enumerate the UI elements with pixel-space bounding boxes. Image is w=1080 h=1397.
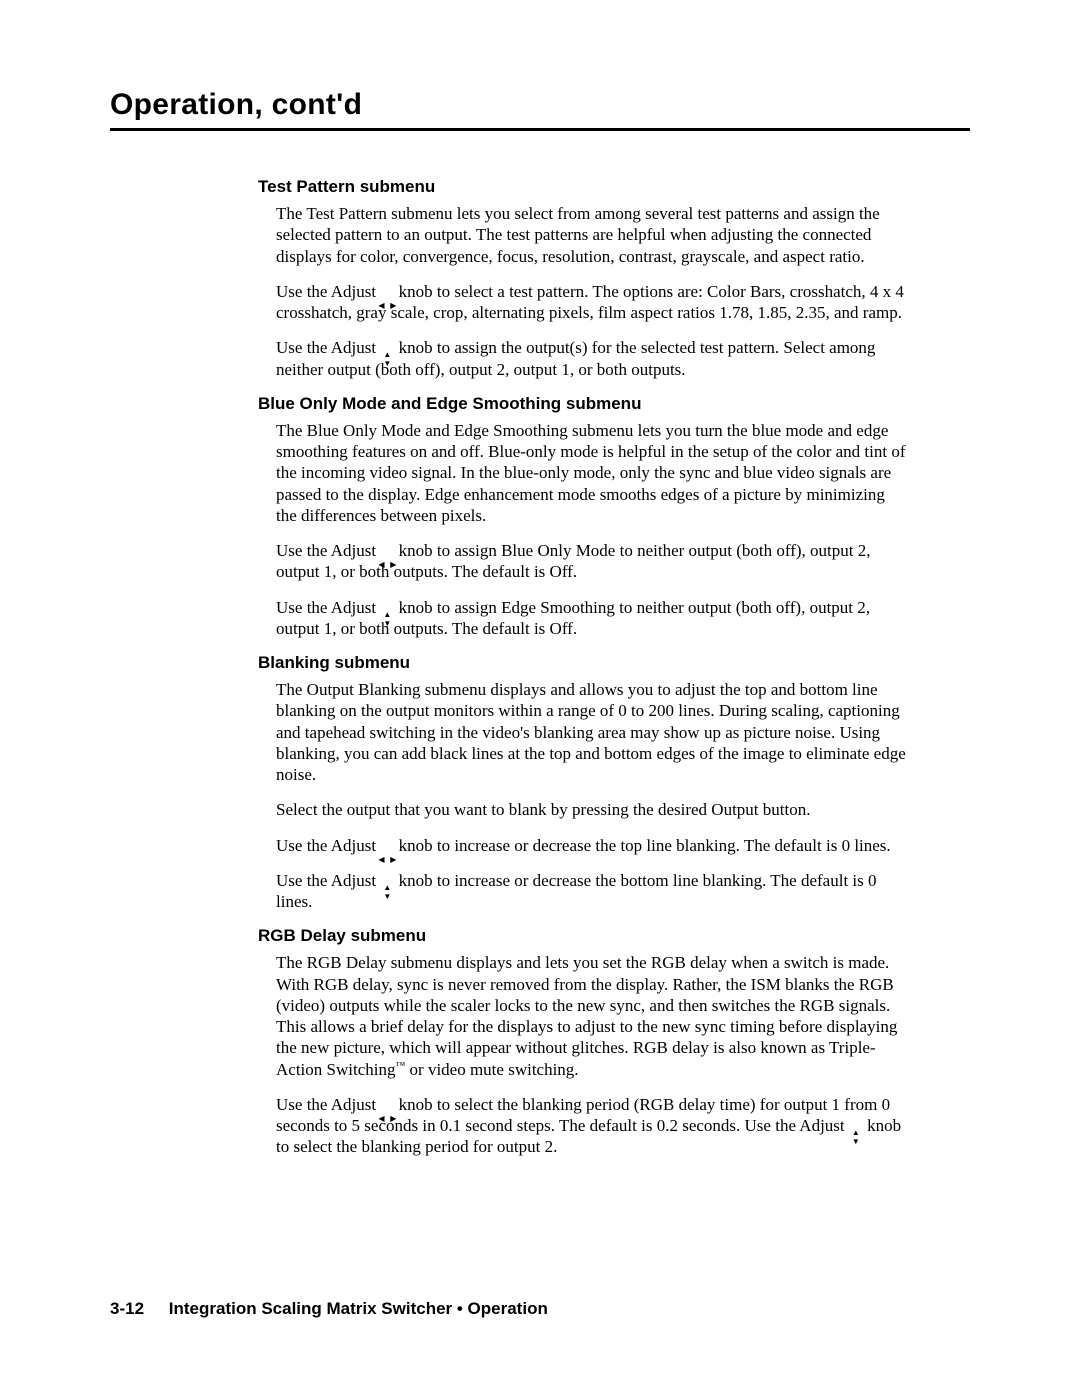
section-heading: Blue Only Mode and Edge Smoothing submen…: [258, 394, 908, 414]
paragraph: Use the Adjust knob to select the blanki…: [276, 1094, 908, 1158]
trademark-symbol: ™: [395, 1060, 405, 1071]
paragraph: Use the Adjust knob to increase or decre…: [276, 835, 908, 856]
paragraph: Use the Adjust knob to assign the output…: [276, 337, 908, 380]
header-rule: [110, 128, 970, 131]
page-title: Operation, cont'd: [110, 88, 970, 128]
document-page: Operation, cont'd Test Pattern submenu Th…: [0, 0, 1080, 1397]
section-heading: RGB Delay submenu: [258, 926, 908, 946]
footer-text: Integration Scaling Matrix Switcher • Op…: [169, 1299, 548, 1318]
paragraph: Use the Adjust knob to assign Edge Smoot…: [276, 597, 908, 640]
paragraph: Use the Adjust knob to increase or decre…: [276, 870, 908, 913]
section-heading: Blanking submenu: [258, 653, 908, 673]
paragraph: Use the Adjust knob to select a test pat…: [276, 281, 908, 324]
paragraph: The Blue Only Mode and Edge Smoothing su…: [276, 420, 908, 526]
section-heading: Test Pattern submenu: [258, 177, 908, 197]
page-number: 3-12: [110, 1299, 144, 1318]
page-footer: 3-12 Integration Scaling Matrix Switcher…: [110, 1299, 548, 1319]
paragraph: Use the Adjust knob to assign Blue Only …: [276, 540, 908, 583]
paragraph: The Test Pattern submenu lets you select…: [276, 203, 908, 267]
paragraph: The Output Blanking submenu displays and…: [276, 679, 908, 785]
paragraph: Select the output that you want to blank…: [276, 799, 908, 820]
body-content: Test Pattern submenu The Test Pattern sub…: [258, 177, 908, 1158]
paragraph: The RGB Delay submenu displays and lets …: [276, 952, 908, 1080]
